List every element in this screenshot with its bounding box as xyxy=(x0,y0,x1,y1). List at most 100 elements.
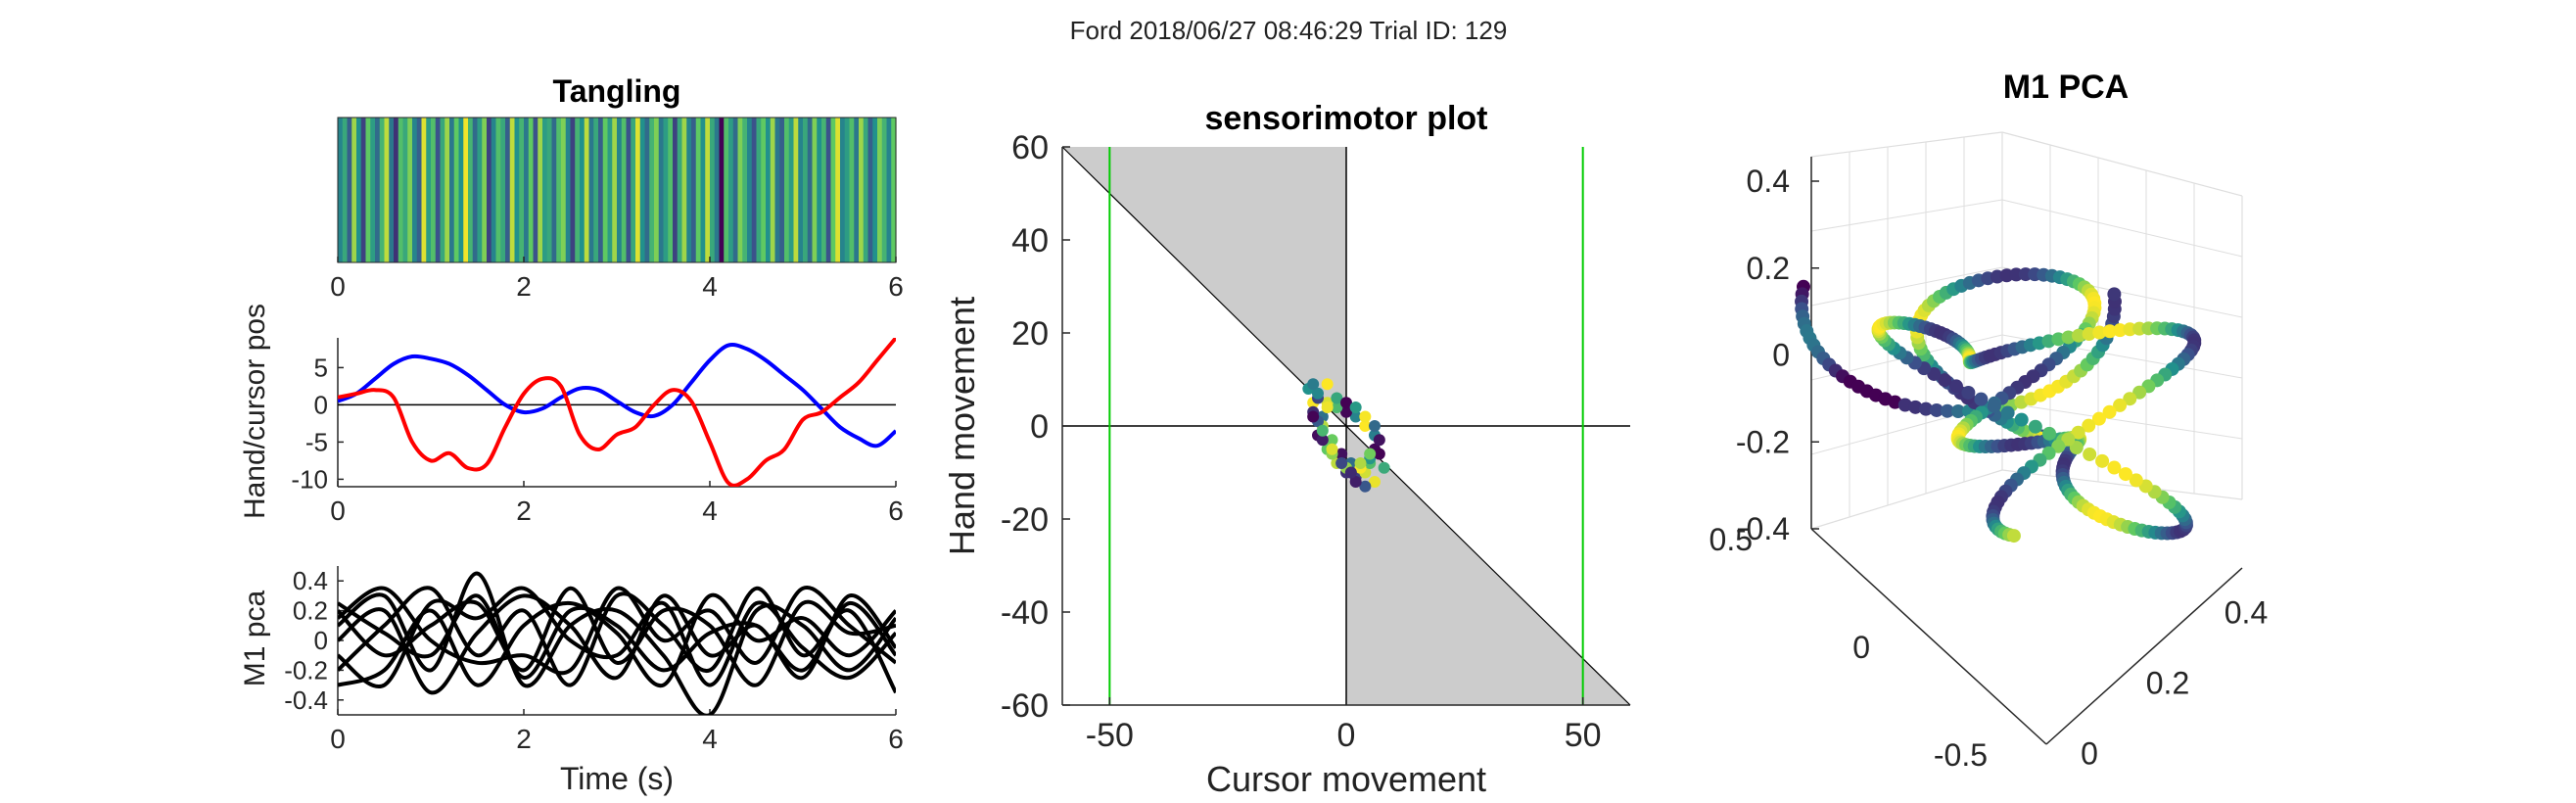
m1pca-y-tick-label: -0.4 xyxy=(284,685,328,715)
pca3d-point xyxy=(2118,467,2132,482)
tangling-cell xyxy=(867,118,873,262)
pca3d-point xyxy=(2071,425,2085,440)
m1pca-y-tick-label: 0.2 xyxy=(293,596,328,626)
tangling-x-tick-label: 0 xyxy=(330,271,346,302)
m1pca-panel: M1 pca Time (s) 0 2 4 6-0.4-0.200.20.4 xyxy=(239,566,904,796)
m1pca-series-line xyxy=(338,586,896,687)
tangling-cell xyxy=(356,118,362,262)
pca3d-point xyxy=(2051,439,2066,453)
tangling-cell xyxy=(803,118,809,262)
tangling-cell xyxy=(426,118,432,262)
tangling-cell xyxy=(817,118,822,262)
pca3d-point xyxy=(2000,405,2015,420)
pca3d-box-edge xyxy=(1810,131,2003,158)
tangling-cell xyxy=(617,118,623,262)
tangling-cell xyxy=(649,118,655,262)
tangling-cell xyxy=(556,118,562,262)
tangling-cell xyxy=(835,118,841,262)
handcursor-panel: Hand/cursor pos 0 2 4 6 -10 -5 0 5 xyxy=(239,304,904,526)
tangling-cell xyxy=(673,118,679,262)
tangling-cell xyxy=(379,118,386,262)
tangling-cell xyxy=(453,118,460,262)
pca3d-point xyxy=(1927,366,1942,381)
tangling-cell xyxy=(774,118,780,262)
tangling-cell xyxy=(737,118,743,262)
tangling-cell xyxy=(859,118,865,262)
tangling-cell xyxy=(761,118,767,262)
tangling-cell xyxy=(631,118,636,262)
tangling-cell xyxy=(863,118,869,262)
tangling-cell xyxy=(742,118,748,262)
tangling-title: Tangling xyxy=(553,73,681,109)
sensorimotor-point xyxy=(1373,434,1385,447)
tangling-cell xyxy=(825,118,832,262)
pca3d-point xyxy=(2123,392,2137,406)
sensorimotor-point xyxy=(1359,480,1372,493)
pca3d-point xyxy=(1938,373,1952,388)
pca3d-y-axis xyxy=(1810,528,2047,745)
tangling-cell xyxy=(416,118,423,262)
tangling-cell xyxy=(561,118,567,262)
pca3d-point xyxy=(2091,411,2106,426)
tangling-cell xyxy=(598,118,604,262)
m1pca-xlabel: Time (s) xyxy=(560,761,674,796)
pca3d-point xyxy=(2083,447,2097,461)
tangling-cell xyxy=(519,118,525,262)
tangling-cell xyxy=(505,118,511,262)
handcursor-y-tick-label: 0 xyxy=(314,390,328,419)
tangling-cell xyxy=(854,118,860,262)
pca3d-point xyxy=(2092,325,2107,340)
m1pca-series-line xyxy=(338,586,896,676)
m1pca-series-line xyxy=(338,586,896,694)
handcursor-series xyxy=(338,338,896,487)
tangling-cell xyxy=(668,118,674,262)
sensorimotor-y-tick-label: -40 xyxy=(1001,594,1049,632)
handcursor-ylabel: Hand/cursor pos xyxy=(239,304,271,519)
sensorimotor-y-tick-label: 60 xyxy=(1011,129,1049,166)
sensorimotor-point xyxy=(1378,461,1390,474)
pca3d-point xyxy=(2006,529,2021,543)
sensorimotor-title: sensorimotor plot xyxy=(1204,100,1487,137)
tangling-cell xyxy=(821,118,827,262)
pca3d-point xyxy=(2072,328,2086,343)
sensorimotor-point xyxy=(1321,402,1334,413)
sensorimotor-points xyxy=(1302,378,1390,493)
sensorimotor-axes: -50 0 50 -60 -40 -20 0 20 40 60 xyxy=(1001,129,1631,754)
m1pca-series-line xyxy=(338,586,896,689)
sensorimotor-point xyxy=(1335,457,1348,469)
tangling-cell xyxy=(360,118,367,262)
sensorimotor-point xyxy=(1312,387,1324,400)
m1pca-y-tick-label: 0.4 xyxy=(293,566,328,595)
tangling-cell xyxy=(644,118,650,262)
tangling-cell xyxy=(347,118,352,262)
tangling-cell xyxy=(565,118,572,262)
pca3d-x-tick-label: 0.4 xyxy=(2225,594,2268,630)
tangling-cell xyxy=(691,118,697,262)
pca3d-point xyxy=(1929,402,1944,417)
tangling-cell xyxy=(872,118,878,262)
tangling-cell xyxy=(440,118,445,262)
handcursor-x-tick-label: 4 xyxy=(702,496,718,526)
pca3d-point xyxy=(2102,324,2117,339)
sensorimotor-point xyxy=(1316,424,1329,437)
tangling-cell xyxy=(793,118,799,262)
tangling-cell xyxy=(840,118,846,262)
pca3d-point xyxy=(2102,404,2117,419)
tangling-cell xyxy=(468,118,474,262)
pca3d-z-tick-label: 0.4 xyxy=(1747,164,1790,199)
tangling-cell xyxy=(770,118,776,262)
tangling-panel: Tangling 0 2 4 6 xyxy=(330,73,904,302)
pca3d-box-edge xyxy=(1810,469,2003,530)
tangling-cell xyxy=(375,118,381,262)
pca3d-point xyxy=(2107,287,2122,302)
pca3d-point xyxy=(1919,402,1934,416)
pca3d-point xyxy=(2014,412,2029,427)
tangling-cell xyxy=(779,118,785,262)
pca3d-point xyxy=(1940,403,1954,418)
sensorimotor-point xyxy=(1349,402,1362,413)
handcursor-x-tick-label: 6 xyxy=(888,496,904,526)
sensorimotor-ylabel: Hand movement xyxy=(942,297,982,555)
pca3d-point xyxy=(2061,432,2076,447)
pca3d-panel: M1 PCA -0.4 -0.2 0 0.2 0.4 -0.5 0 0.5 0 0.2 0.4 xyxy=(1710,69,2269,773)
pca3d-grid-line xyxy=(1850,517,1858,572)
